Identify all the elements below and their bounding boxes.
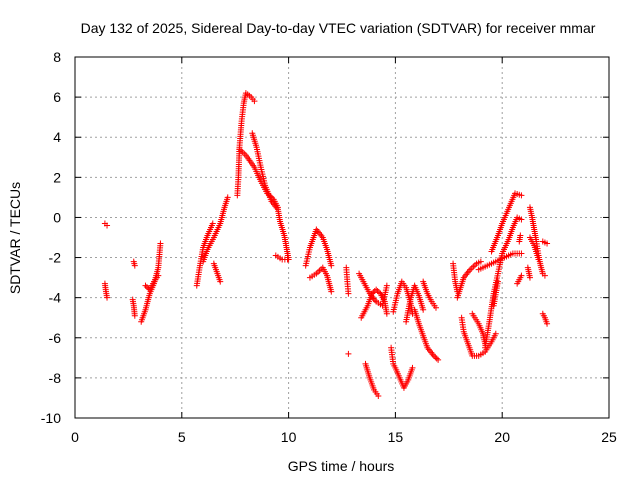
data-point xyxy=(131,312,138,319)
y-tick-label: 2 xyxy=(53,169,61,185)
data-point xyxy=(251,98,258,105)
data-point xyxy=(517,232,524,239)
data-point xyxy=(432,354,439,361)
data-point xyxy=(494,278,501,285)
data-point xyxy=(370,289,377,296)
y-tick-label: -6 xyxy=(49,330,62,346)
x-tick-label: 10 xyxy=(281,429,297,445)
y-tick-label: 4 xyxy=(53,129,61,145)
data-point xyxy=(383,282,390,289)
y-axis-title: SDTVAR / TECUs xyxy=(7,182,23,294)
data-point xyxy=(420,306,427,313)
x-tick-label: 15 xyxy=(388,429,404,445)
axis-ticks: 0 5 10 15 20 25 -10 -8 -6 -4 -2 0 2 4 6 8 xyxy=(41,49,617,445)
data-point xyxy=(376,289,383,296)
y-tick-label: -2 xyxy=(49,250,62,266)
y-tick-label: 0 xyxy=(53,209,61,225)
data-point xyxy=(430,352,437,359)
data-point xyxy=(374,287,381,294)
data-point xyxy=(435,356,442,363)
data-point xyxy=(375,392,382,399)
x-tick-label: 20 xyxy=(494,429,510,445)
x-tick-label: 5 xyxy=(178,429,186,445)
data-point xyxy=(432,304,439,311)
data-point xyxy=(217,278,224,285)
data-point xyxy=(492,330,499,337)
grid xyxy=(75,57,609,418)
data-point xyxy=(155,272,162,279)
y-tick-label: -10 xyxy=(41,410,61,426)
data-point xyxy=(383,310,390,317)
plot-frame xyxy=(74,56,610,419)
data-point xyxy=(526,274,533,281)
data-point xyxy=(518,216,525,223)
y-tick-label: -4 xyxy=(49,290,62,306)
data-point xyxy=(142,282,149,289)
x-tick-label: 25 xyxy=(601,429,617,445)
data-point xyxy=(518,250,525,257)
data-point xyxy=(544,240,551,247)
y-tick-label: 6 xyxy=(53,89,61,105)
data-point xyxy=(345,350,352,357)
y-tick-label: -8 xyxy=(49,370,62,386)
data-point xyxy=(284,256,291,263)
data-point xyxy=(104,222,111,229)
data-point xyxy=(518,272,525,279)
data-point xyxy=(409,364,416,371)
data-point xyxy=(328,262,335,269)
data-point xyxy=(328,288,335,295)
data-point xyxy=(477,258,484,265)
data-point xyxy=(518,192,525,199)
data-point xyxy=(368,290,375,297)
x-axis-title: GPS time / hours xyxy=(288,458,395,474)
data-point xyxy=(544,320,551,327)
data-point xyxy=(209,220,216,227)
data-point xyxy=(345,290,352,297)
data-point xyxy=(143,283,150,290)
data-point xyxy=(535,256,542,263)
chart-title: Day 132 of 2025, Sidereal Day-to-day VTE… xyxy=(81,20,596,36)
data-point xyxy=(131,262,138,269)
data-point xyxy=(104,294,111,301)
data-point xyxy=(224,194,231,201)
x-tick-label: 0 xyxy=(71,429,79,445)
data-point xyxy=(433,355,440,362)
data-point xyxy=(157,240,164,247)
data-points xyxy=(101,90,551,399)
data-point xyxy=(541,272,548,279)
data-point xyxy=(373,286,380,293)
y-tick-label: 8 xyxy=(53,49,61,65)
